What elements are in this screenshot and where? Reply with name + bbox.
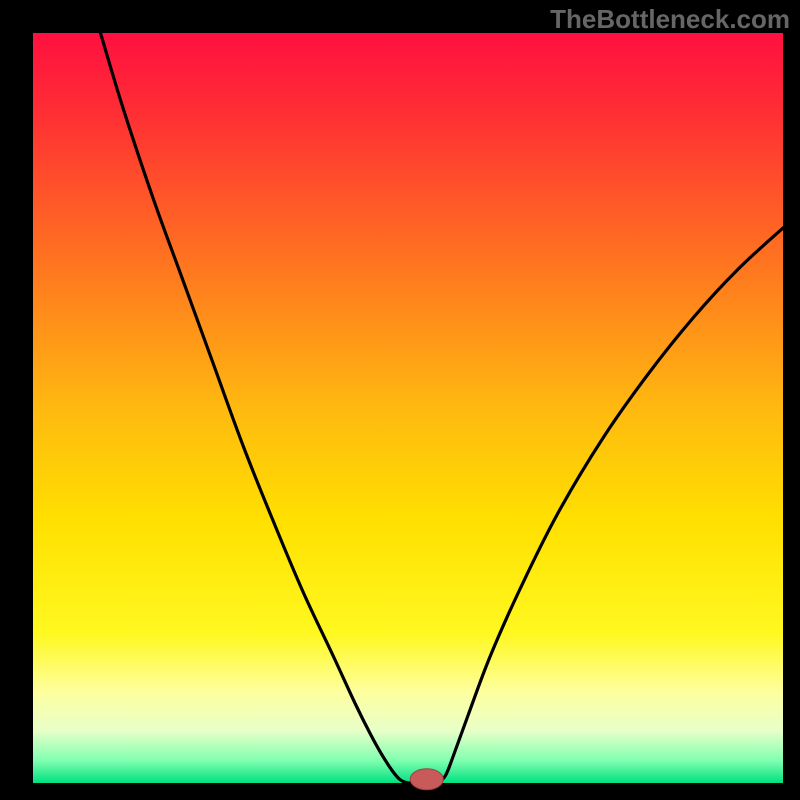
chart-container: TheBottleneck.com <box>0 0 800 800</box>
watermark-text: TheBottleneck.com <box>550 4 790 35</box>
optimal-point-marker <box>410 769 443 790</box>
bottleneck-chart <box>0 0 800 800</box>
plot-background <box>33 33 783 783</box>
